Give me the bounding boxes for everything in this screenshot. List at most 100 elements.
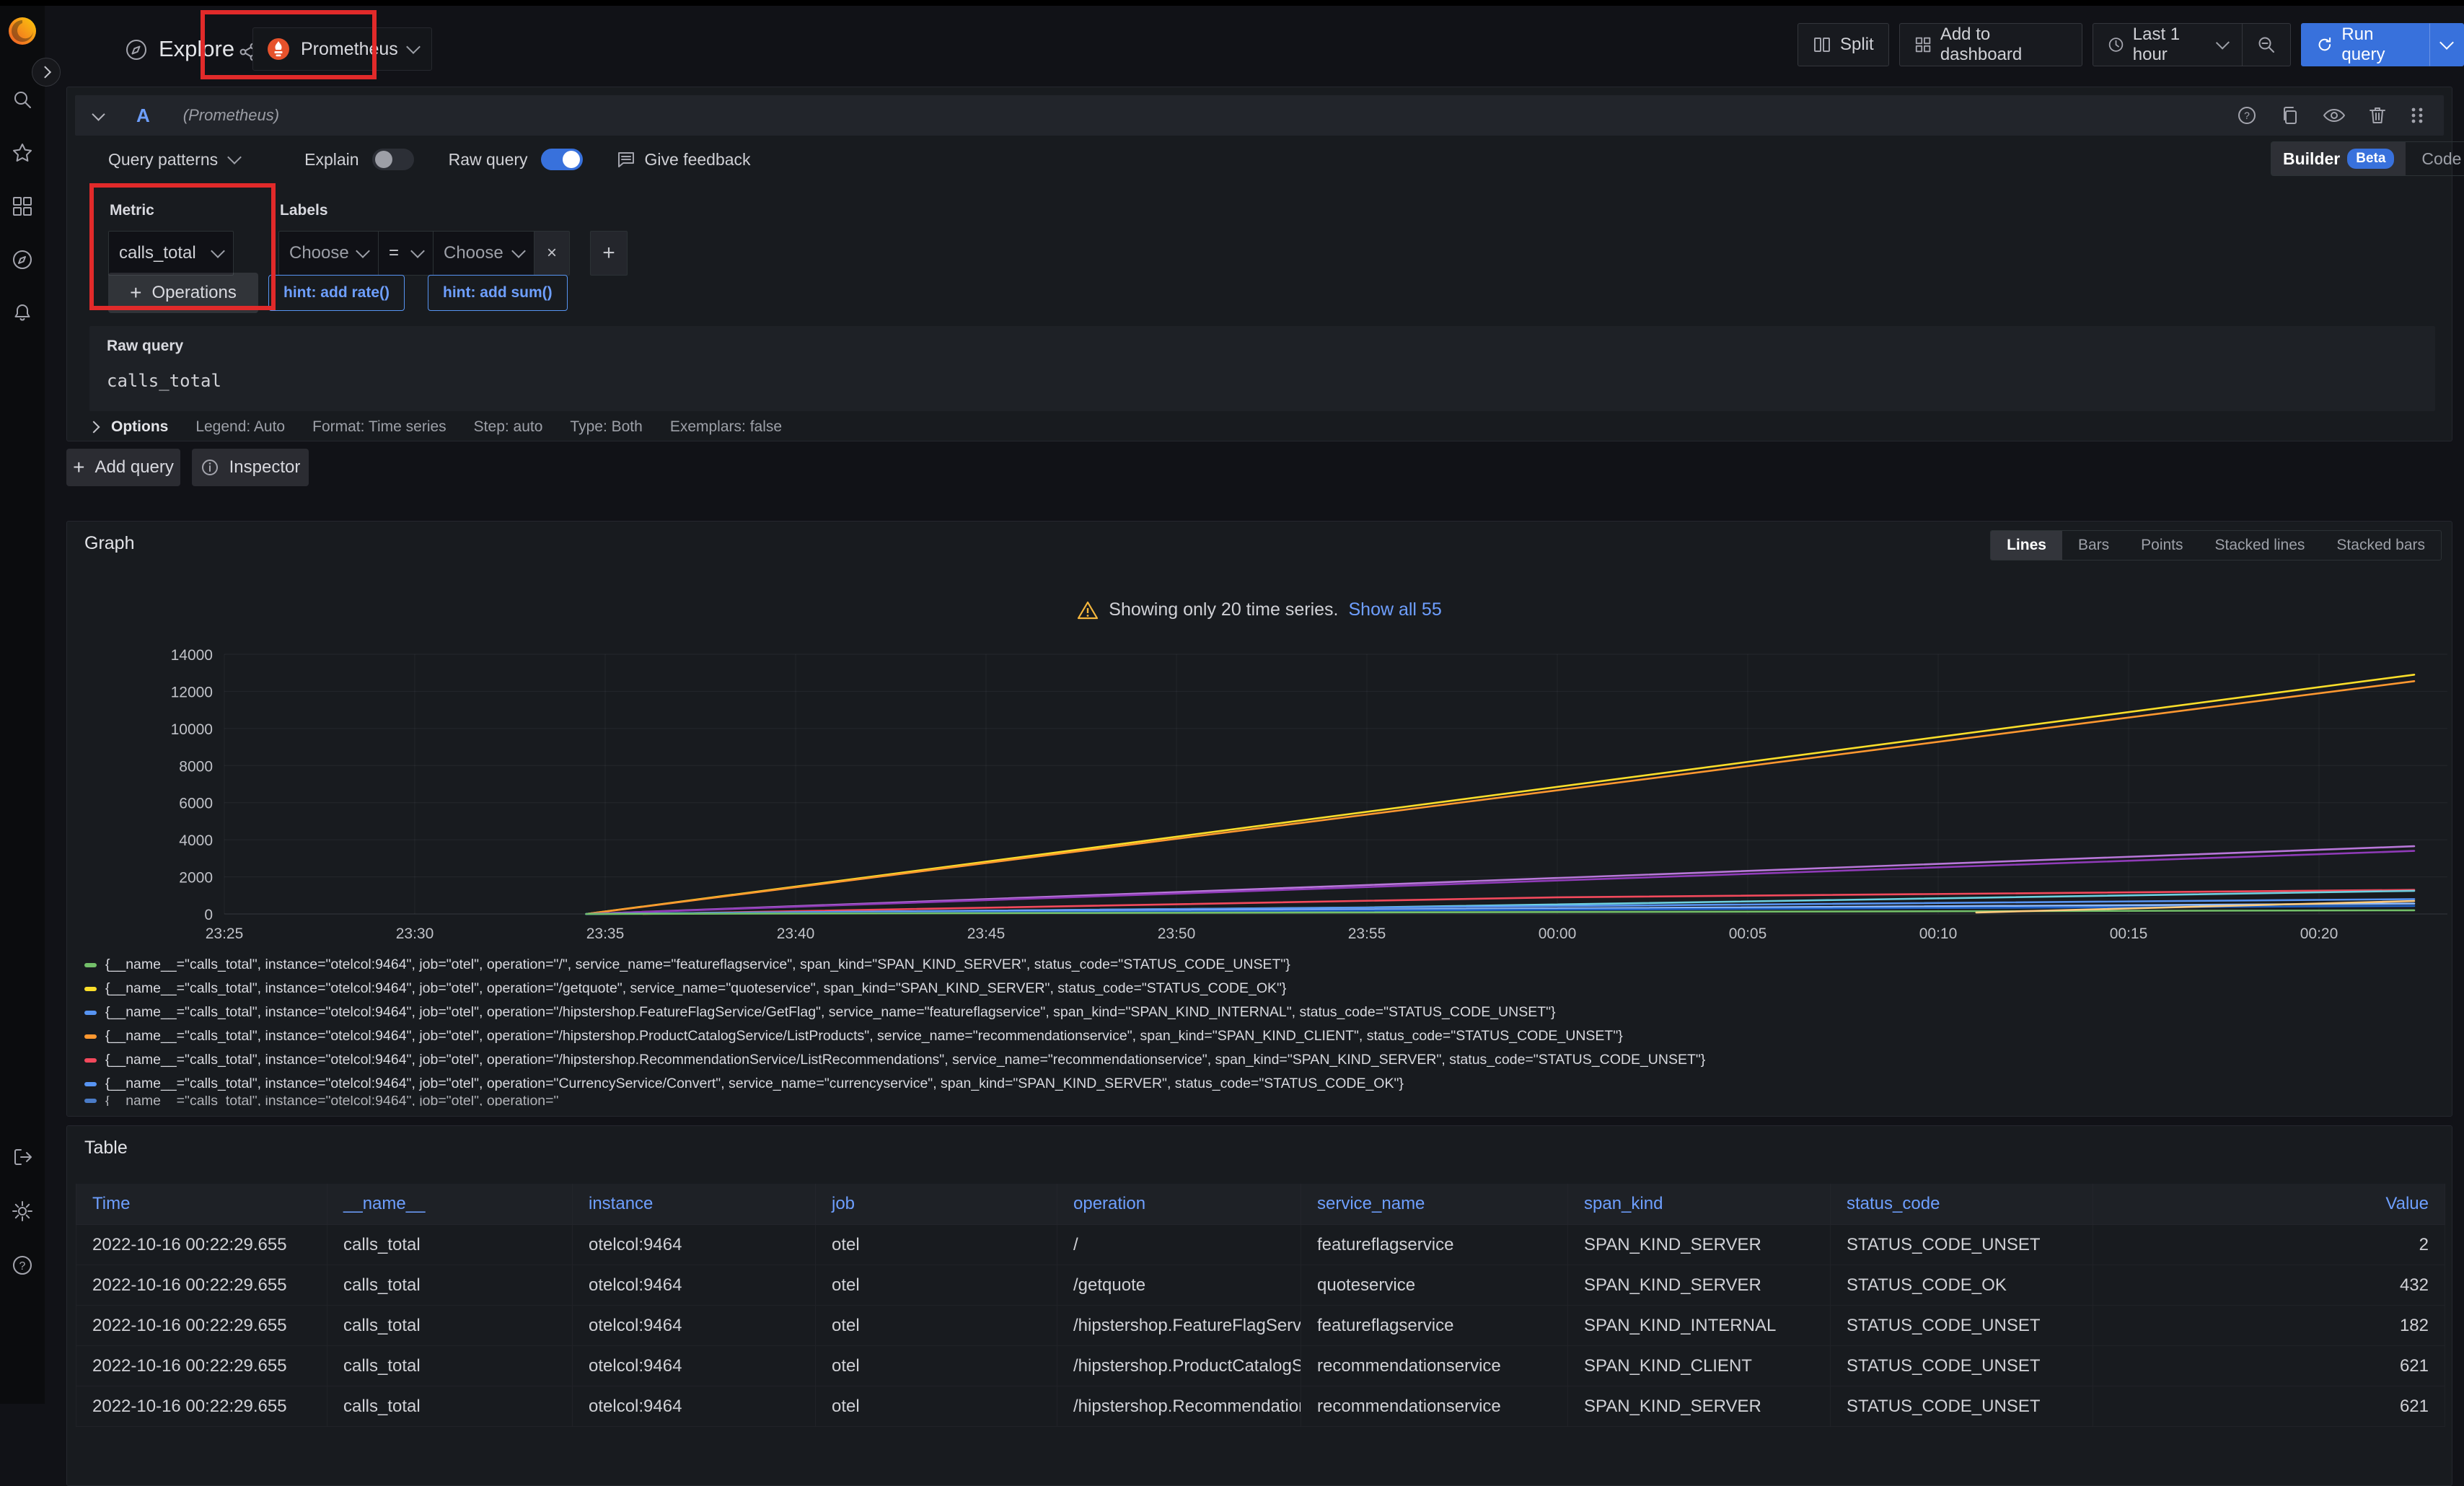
add-to-dashboard-button[interactable]: Add to dashboard — [1898, 23, 2082, 66]
chevron-down-icon — [511, 244, 526, 258]
sign-in-icon[interactable] — [11, 1146, 34, 1169]
graph-mode-points[interactable]: Points — [2141, 537, 2183, 553]
legend-item[interactable]: {__name__="calls_total", instance="otelc… — [84, 953, 2445, 977]
explain-toggle[interactable] — [371, 149, 414, 170]
builder-tab[interactable]: Builder Beta — [2271, 142, 2406, 175]
table-cell: SPAN_KIND_CLIENT — [1567, 1345, 1831, 1386]
table-cell: SPAN_KIND_SERVER — [1567, 1224, 1831, 1265]
column-header-instance[interactable]: instance — [572, 1184, 816, 1225]
x-axis-label: 00:15 — [2110, 926, 2148, 942]
table-cell: otel — [815, 1345, 1057, 1386]
legend-label: {__name__="calls_total", instance="otelc… — [105, 957, 1290, 972]
query-help-icon[interactable]: ? — [2236, 105, 2258, 126]
table-cell: featureflagservice — [1301, 1224, 1568, 1265]
give-feedback-link[interactable]: Give feedback — [616, 149, 751, 170]
collapse-chevron-icon[interactable] — [92, 107, 105, 121]
plus-icon: + — [73, 456, 85, 478]
y-axis-label: 14000 — [171, 647, 213, 664]
query-patterns-dropdown[interactable]: Query patterns — [108, 150, 242, 170]
legend-item[interactable]: {__name__="calls_total", instance="otelc… — [84, 1048, 2445, 1072]
graph-mode-bars[interactable]: Bars — [2077, 537, 2110, 553]
legend-item-clipped[interactable]: {__name__="calls_total", instance="otelc… — [84, 1096, 2445, 1106]
x-axis-label: 00:20 — [2300, 926, 2338, 942]
table-row[interactable]: 2022-10-16 00:22:29.655 calls_total otelco… — [76, 1386, 2445, 1427]
drag-handle-icon[interactable] — [2409, 105, 2425, 126]
show-all-series-link[interactable]: Show all 55 — [1348, 599, 1442, 620]
chevron-down-icon — [2216, 35, 2230, 50]
table-panel: Table Time __name__ instance job operation se… — [66, 1125, 2452, 1486]
run-query-button[interactable]: Run query — [2300, 23, 2430, 66]
copy-icon[interactable] — [2279, 105, 2301, 126]
table-cell: /hipstershop.ProductCatalogS... — [1057, 1345, 1301, 1386]
column-header-__name__[interactable]: __name__ — [327, 1184, 573, 1225]
query-row-header[interactable]: A (Prometheus) ? — [75, 95, 2444, 136]
options-label[interactable]: Options — [111, 418, 169, 435]
column-header-time[interactable]: Time — [76, 1184, 327, 1225]
operations-button[interactable]: + Operations — [108, 273, 258, 313]
inspector-button[interactable]: Inspector — [192, 449, 309, 486]
column-header-service_name[interactable]: service_name — [1301, 1184, 1568, 1225]
eye-icon[interactable] — [2323, 105, 2346, 126]
table-cell: otel — [815, 1265, 1057, 1306]
x-axis-label: 23:25 — [206, 926, 244, 942]
hint-button[interactable]: hint: add sum() — [428, 275, 568, 311]
label-operator-select[interactable]: = — [378, 231, 433, 276]
graph-mode-lines[interactable]: Lines — [1991, 531, 2062, 560]
explore-icon[interactable] — [11, 248, 34, 271]
raw-query-toggle[interactable] — [540, 149, 583, 170]
chevron-down-icon — [356, 244, 370, 258]
option-summary: Legend: Auto — [195, 418, 286, 435]
graph-mode-stacked-lines[interactable]: Stacked lines — [2214, 537, 2305, 553]
label-value-select[interactable]: Choose — [433, 231, 534, 276]
column-header-span_kind[interactable]: span_kind — [1567, 1184, 1831, 1225]
time-series-chart[interactable]: 0 2000 4000 6000 8000 10000 12000 14000 23:25 23:… — [76, 643, 2447, 949]
table-row[interactable]: 2022-10-16 00:22:29.655 calls_total otelco… — [76, 1265, 2445, 1306]
code-tab[interactable]: Code — [2421, 149, 2462, 168]
column-header-status_code[interactable]: status_code — [1830, 1184, 2093, 1225]
legend-swatch-icon — [84, 986, 97, 991]
grafana-logo[interactable] — [6, 14, 39, 48]
legend-swatch-icon — [84, 1099, 97, 1103]
label-key-select[interactable]: Choose — [278, 231, 378, 276]
help-icon[interactable]: ? — [11, 1254, 34, 1277]
add-label-button[interactable]: + — [590, 231, 628, 276]
legend-item[interactable]: {__name__="calls_total", instance="otelc… — [84, 1024, 2445, 1048]
x-axis-label: 23:35 — [586, 926, 625, 942]
table-row[interactable]: 2022-10-16 00:22:29.655 calls_total otelco… — [76, 1305, 2445, 1346]
explain-label: Explain — [304, 149, 359, 169]
column-header-job[interactable]: job — [815, 1184, 1057, 1225]
split-button[interactable]: Split — [1798, 23, 1889, 66]
remove-label-button[interactable]: × — [534, 231, 570, 276]
hint-button[interactable]: hint: add rate() — [268, 275, 405, 311]
time-range-picker[interactable]: Last 1 hour — [2092, 23, 2243, 66]
legend-item[interactable]: {__name__="calls_total", instance="otelc… — [84, 1072, 2445, 1096]
column-header-operation[interactable]: operation — [1057, 1184, 1301, 1225]
run-query-dropdown[interactable] — [2429, 23, 2464, 66]
add-query-button[interactable]: + Add query — [66, 449, 180, 486]
trash-icon[interactable] — [2367, 105, 2388, 126]
starred-icon[interactable] — [11, 141, 34, 164]
legend-item[interactable]: {__name__="calls_total", instance="otelc… — [84, 977, 2445, 1001]
alerting-bell-icon[interactable] — [11, 302, 34, 325]
table-row[interactable]: 2022-10-16 00:22:29.655 calls_total otelco… — [76, 1224, 2445, 1265]
table-cell: otel — [815, 1224, 1057, 1265]
zoom-out-button[interactable] — [2242, 23, 2291, 66]
expand-chevron-icon[interactable] — [87, 421, 100, 434]
split-icon — [1814, 38, 1830, 52]
table-cell: SPAN_KIND_INTERNAL — [1567, 1305, 1831, 1346]
datasource-picker[interactable]: Prometheus — [252, 27, 432, 71]
dashboards-icon[interactable] — [11, 195, 34, 218]
legend-item[interactable]: {__name__="calls_total", instance="otelc… — [84, 1001, 2445, 1024]
table-cell: /getquote — [1057, 1265, 1301, 1306]
query-ref-id: A — [136, 104, 150, 126]
sidebar-expand-button[interactable] — [32, 58, 61, 87]
metric-select[interactable]: calls_total — [108, 231, 234, 276]
search-icon[interactable] — [11, 88, 34, 111]
graph-mode-stacked-bars[interactable]: Stacked bars — [2336, 537, 2425, 553]
table-row[interactable]: 2022-10-16 00:22:29.655 calls_total otelco… — [76, 1345, 2445, 1386]
warning-triangle-icon — [1078, 601, 1099, 619]
column-header-value[interactable]: Value — [2093, 1184, 2445, 1225]
query-options-row[interactable]: Options Legend: Auto Format: Time series S… — [87, 415, 2435, 439]
query-toolbar: Query patterns Explain Raw query Give fe… — [108, 143, 751, 176]
settings-gear-icon[interactable] — [11, 1200, 34, 1223]
